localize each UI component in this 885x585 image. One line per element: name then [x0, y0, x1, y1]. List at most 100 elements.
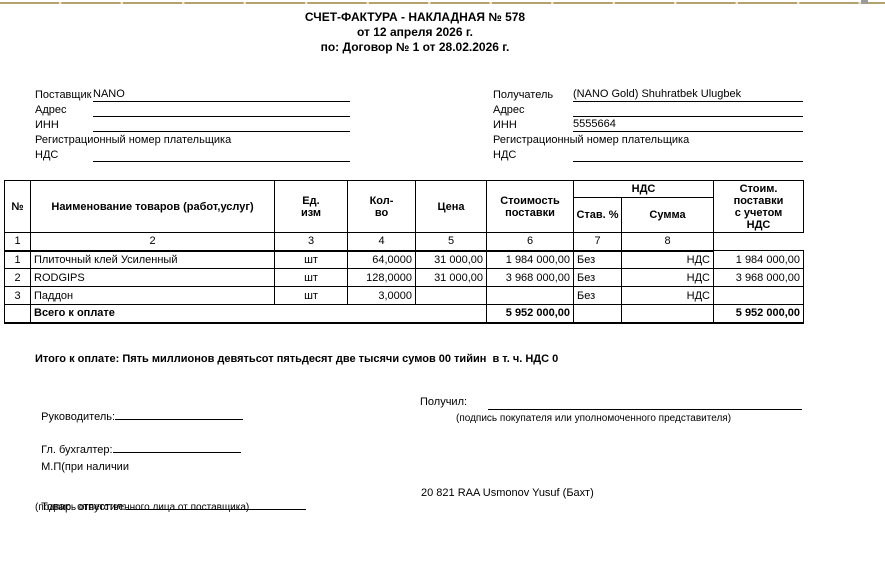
cell-amount: 1 984 000,00: [486, 250, 574, 269]
cell-vat-sum: НДС: [621, 268, 714, 287]
header-price: Цена: [415, 180, 487, 233]
cell-vat-sum: НДС: [621, 250, 714, 269]
cell-price: [415, 286, 487, 305]
cell-unit: шт: [274, 250, 348, 269]
cell-vat-rate: Без: [573, 286, 622, 305]
total-vat-sum: [621, 304, 714, 324]
receiver-inn-field: 5555664: [573, 118, 803, 132]
goods-released-note: (подпись ответственного лица от поставщи…: [35, 502, 250, 513]
director-sign-line: [115, 408, 244, 420]
received-note: (подпись покупателя или уполномоченного …: [456, 413, 732, 424]
receiver-inn-row: ИНН 5555664: [493, 117, 803, 132]
header-vat-group: НДС: [573, 180, 714, 198]
receiver-address-label: Адрес: [493, 104, 525, 116]
receiver-label: Получатель: [493, 89, 554, 101]
cell-amount: 3 968 000,00: [486, 268, 574, 287]
cell-vat-rate: Без: [573, 268, 622, 287]
cell-amount: [486, 286, 574, 305]
released-by-value: 20 821 RAA Usmonov Yusuf (Бахт): [421, 487, 594, 499]
supplier-address-label: Адрес: [35, 104, 67, 116]
amount-in-words: Итого к оплате: Пять миллионов девятьсот…: [35, 353, 559, 365]
header-qty: Кол- во: [347, 180, 416, 233]
invoice-title: СЧЕТ-ФАКТУРА - НАКЛАДНАЯ № 578: [304, 10, 526, 24]
total-with-vat: 5 952 000,00: [713, 304, 804, 324]
supplier-block: Поставщик NANO Адрес ИНН Регистрационный…: [35, 87, 350, 162]
supplier-row: Поставщик NANO: [35, 87, 350, 102]
cell-num: 1: [4, 250, 31, 269]
header-no: №: [4, 180, 31, 233]
invoice-contract: по: Договор № 1 от 28.02.2026 г.: [320, 40, 510, 54]
receiver-reg-label: Регистрационный номер плательщика: [493, 134, 690, 146]
cell-total: [713, 286, 804, 305]
col-num: 1: [4, 232, 31, 252]
col-num: 3: [274, 232, 348, 252]
cell-vat-sum: НДС: [621, 286, 714, 305]
invoice-table: № Наименование товаров (работ,услуг) Ед.…: [4, 180, 804, 324]
accountant-sign-row: Гл. бухгалтер:: [35, 429, 241, 456]
header-vat-rate: Став. %: [573, 197, 622, 233]
cell-qty: 3,0000: [347, 286, 416, 305]
col-num: 4: [347, 232, 416, 252]
goods-released-label: Товар отпустил:: [41, 501, 126, 513]
supplier-value-field: NANO: [93, 88, 350, 102]
cell-qty: 128,0000: [347, 268, 416, 287]
cell-name: Плиточный клей Усиленный: [30, 250, 275, 269]
receiver-address-row: Адрес: [493, 102, 803, 117]
cell-total: 1 984 000,00: [713, 250, 804, 269]
cell-name: Паддон: [30, 286, 275, 305]
total-row: Всего к оплате 5 952 000,00 5 952 000,00: [4, 304, 804, 324]
director-label: Руководитель:: [41, 411, 116, 423]
receiver-address-field: [573, 116, 803, 117]
director-sign-row: Руководитель:: [35, 396, 244, 423]
cell-num: 2: [4, 268, 31, 287]
supplier-address-row: Адрес: [35, 102, 350, 117]
col-num: 5: [415, 232, 487, 252]
received-label: Получил:: [420, 396, 468, 408]
supplier-address-field: [93, 116, 350, 117]
col-num: 8: [621, 232, 714, 252]
cell-vat-rate: Без: [573, 250, 622, 269]
header-vat-sum: Сумма: [621, 197, 714, 233]
header-total: Стоим. поставки с учетом НДС: [713, 180, 804, 233]
cell-name: RODGIPS: [30, 268, 275, 287]
goods-released-sign-line: [125, 498, 306, 510]
receiver-value-field: (NANO Gold) Shuhratbek Ulugbek: [573, 88, 803, 102]
cell-unit: шт: [274, 268, 348, 287]
cell-qty: 64,0000: [347, 250, 416, 269]
received-sign-line: [488, 398, 802, 410]
col-num: 7: [573, 232, 622, 252]
supplier-inn-label: ИНН: [35, 119, 59, 131]
receiver-reg-row: Регистрационный номер плательщика: [493, 132, 803, 147]
receiver-vat-row: НДС: [493, 147, 803, 162]
cell-unit: шт: [274, 286, 348, 305]
header-unit: Ед. изм: [274, 180, 348, 233]
supplier-vat-field: [93, 161, 350, 162]
supplier-reg-row: Регистрационный номер плательщика: [35, 132, 350, 147]
accountant-label: Гл. бухгалтер:: [41, 444, 113, 456]
goods-released-row: Товар отпустил:: [35, 486, 306, 513]
supplier-label: Поставщик: [35, 89, 92, 101]
cell-num: 3: [4, 286, 31, 305]
supplier-reg-label: Регистрационный номер плательщика: [35, 134, 232, 146]
supplier-vat-label: НДС: [35, 149, 59, 161]
stamp-row: М.П(при наличии: [35, 449, 129, 473]
cell-price: 31 000,00: [415, 268, 487, 287]
supplier-inn-field: [93, 131, 350, 132]
cell-price: 31 000,00: [415, 250, 487, 269]
total-empty-num: [4, 304, 31, 324]
receiver-vat-field: [573, 161, 803, 162]
total-amount: 5 952 000,00: [486, 304, 574, 324]
header-name: Наименование товаров (работ,услуг): [30, 180, 275, 233]
col-num: 6: [486, 232, 574, 252]
spreadsheet-grid-edge: [0, 2, 885, 4]
supplier-vat-row: НДС: [35, 147, 350, 162]
supplier-inn-row: ИНН: [35, 117, 350, 132]
receiver-block: Получатель (NANO Gold) Shuhratbek Ulugbe…: [493, 87, 803, 162]
col-num: 2: [30, 232, 275, 252]
document-title-block: СЧЕТ-ФАКТУРА - НАКЛАДНАЯ № 578 от 12 апр…: [0, 10, 830, 55]
receiver-inn-label: ИНН: [493, 119, 517, 131]
invoice-date: от 12 апреля 2026 г.: [357, 25, 473, 39]
total-vat-rate: [573, 304, 622, 324]
table-row: 2 RODGIPS шт 128,0000 31 000,00 3 968 00…: [4, 268, 804, 287]
accountant-sign-line: [112, 441, 241, 453]
